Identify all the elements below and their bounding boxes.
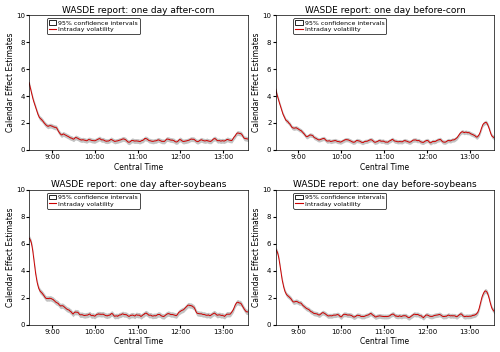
X-axis label: Central Time: Central Time [360, 338, 410, 346]
Y-axis label: Calendar Effect Estimates: Calendar Effect Estimates [252, 33, 261, 132]
X-axis label: Central Time: Central Time [360, 163, 410, 172]
Legend: 95% confidence intervals, Intraday volatility: 95% confidence intervals, Intraday volat… [294, 193, 386, 208]
X-axis label: Central Time: Central Time [114, 338, 163, 346]
Title: WASDE report: one day after-soybeans: WASDE report: one day after-soybeans [51, 180, 226, 189]
Y-axis label: Calendar Effect Estimates: Calendar Effect Estimates [252, 207, 261, 307]
X-axis label: Central Time: Central Time [114, 163, 163, 172]
Y-axis label: Calendar Effect Estimates: Calendar Effect Estimates [6, 207, 15, 307]
Legend: 95% confidence intervals, Intraday volatility: 95% confidence intervals, Intraday volat… [47, 193, 140, 208]
Title: WASDE report: one day before-soybeans: WASDE report: one day before-soybeans [293, 180, 477, 189]
Title: WASDE report: one day after-corn: WASDE report: one day after-corn [62, 6, 215, 14]
Title: WASDE report: one day before-corn: WASDE report: one day before-corn [304, 6, 466, 14]
Y-axis label: Calendar Effect Estimates: Calendar Effect Estimates [6, 33, 15, 132]
Legend: 95% confidence intervals, Intraday volatility: 95% confidence intervals, Intraday volat… [294, 18, 386, 34]
Legend: 95% confidence intervals, Intraday volatility: 95% confidence intervals, Intraday volat… [47, 18, 140, 34]
